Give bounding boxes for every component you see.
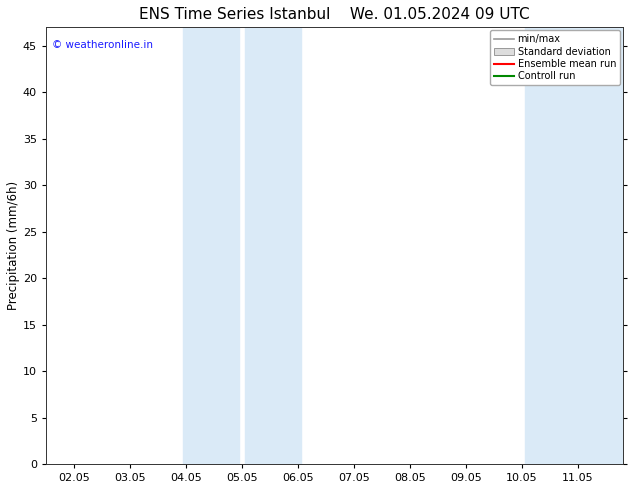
Bar (183, 27, 239, 464)
Bar (525, 27, 623, 464)
Y-axis label: Precipitation (mm/6h): Precipitation (mm/6h) (7, 181, 20, 310)
Text: © weatheronline.in: © weatheronline.in (51, 40, 153, 50)
Legend: min/max, Standard deviation, Ensemble mean run, Controll run: min/max, Standard deviation, Ensemble me… (490, 30, 620, 85)
Bar (245, 27, 301, 464)
Title: ENS Time Series Istanbul    We. 01.05.2024 09 UTC: ENS Time Series Istanbul We. 01.05.2024 … (139, 7, 529, 22)
